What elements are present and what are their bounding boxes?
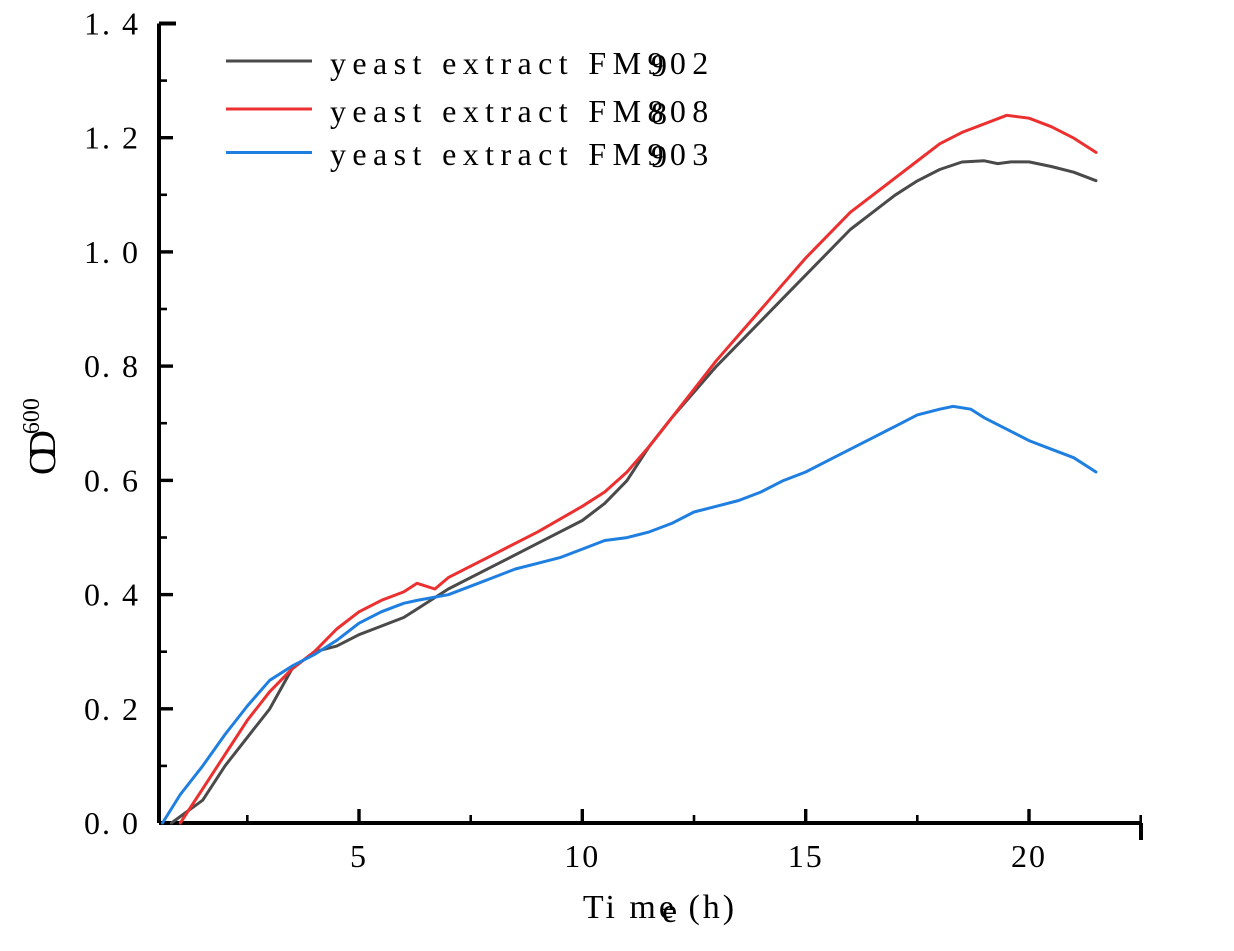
svg-text:Ti me (h): Ti me (h) <box>583 889 737 926</box>
svg-text:0. 4: 0. 4 <box>84 577 140 613</box>
svg-text:20: 20 <box>1011 838 1047 874</box>
svg-text:0. 2: 0. 2 <box>84 691 140 727</box>
svg-text:1. 2: 1. 2 <box>84 120 140 156</box>
svg-text:0. 0: 0. 0 <box>84 805 140 841</box>
svg-text:9: 9 <box>651 47 673 83</box>
svg-text:0. 8: 0. 8 <box>84 348 140 384</box>
svg-text:8: 8 <box>651 95 673 131</box>
svg-text:e: e <box>662 893 680 930</box>
svg-text:9: 9 <box>651 138 673 174</box>
svg-text:0. 6: 0. 6 <box>84 462 140 498</box>
svg-text:10: 10 <box>564 838 600 874</box>
svg-text:1. 0: 1. 0 <box>84 234 140 270</box>
svg-text:5: 5 <box>350 838 368 874</box>
svg-text:15: 15 <box>788 838 824 874</box>
svg-text:1. 4: 1. 4 <box>84 6 140 42</box>
